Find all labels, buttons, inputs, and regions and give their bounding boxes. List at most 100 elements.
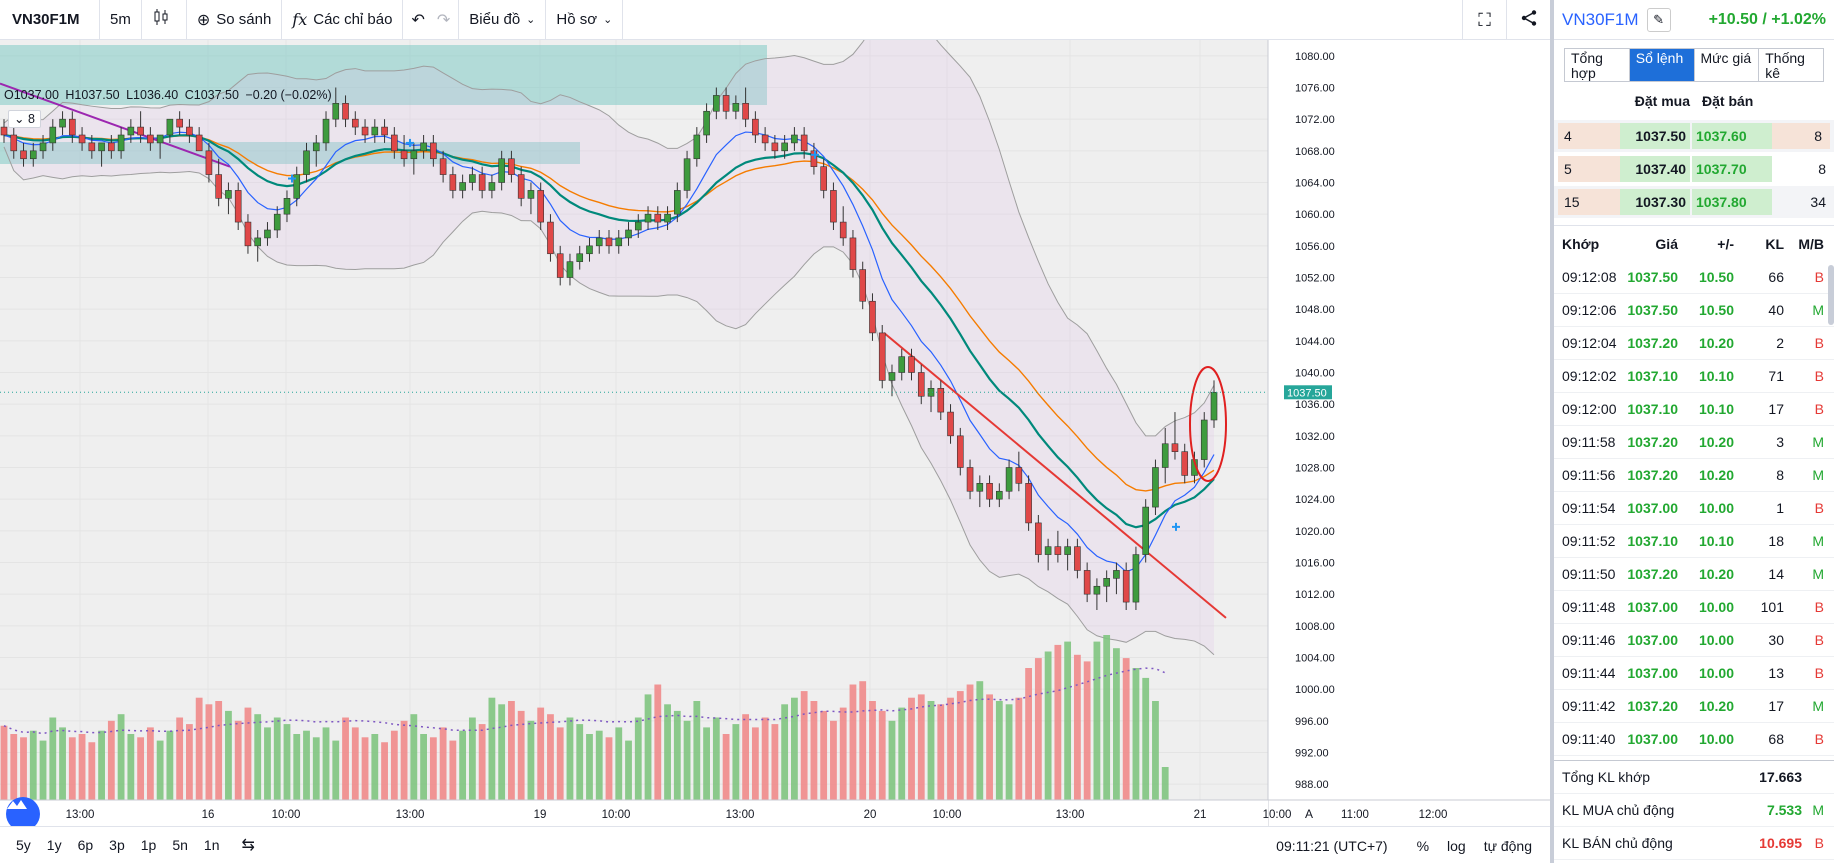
ma-mid-line — [3, 133, 1215, 529]
trade-volume: 17 — [1768, 401, 1784, 417]
symbol-search-button[interactable]: VN30F1M — [0, 0, 100, 40]
range-3p[interactable]: 3p — [109, 837, 125, 853]
volume-bar — [478, 724, 486, 800]
candle — [1025, 475, 1032, 531]
y-tick-label: 1060.00 — [1295, 209, 1335, 221]
volume-bar — [625, 740, 632, 800]
market-panel: VN30F1M ✎ +10.50 / +1.02% Tổng hợp Sổ lện… — [1550, 0, 1834, 863]
share-button[interactable] — [1506, 0, 1550, 40]
range-1y[interactable]: 1y — [46, 837, 62, 853]
orderbook-row: 15 1037.30 1037.80 34 — [1554, 186, 1834, 219]
volume-bar — [586, 734, 593, 800]
range-1n[interactable]: 1n — [203, 837, 220, 853]
candle — [156, 134, 164, 159]
candle — [839, 206, 847, 246]
bid-price[interactable]: 1037.30 — [1620, 189, 1690, 215]
tab-2[interactable]: Mức giá — [1695, 49, 1760, 81]
y-tick-label: 988.00 — [1295, 779, 1329, 791]
auto-scale-toggle[interactable]: tự động — [1483, 837, 1532, 854]
ask-price[interactable]: 1037.60 — [1692, 123, 1772, 149]
ask-price[interactable]: 1037.80 — [1692, 189, 1772, 215]
x-tick-label: 13:00 — [1056, 809, 1085, 821]
chart-canvas[interactable]: 1080.00 1076.00 1072.00 1068.00 1064.00 1060.… — [0, 40, 1550, 826]
trade-change: 10.20 — [1698, 467, 1734, 483]
compare-button[interactable]: ⊕ So sánh — [187, 0, 283, 40]
candle — [908, 348, 915, 381]
trade-price: 1037.50 — [1627, 302, 1678, 318]
indicators-toggle[interactable]: ⌄ 8 — [8, 110, 41, 128]
range-5n[interactable]: 5n — [172, 837, 188, 853]
trade-change: 10.00 — [1698, 665, 1734, 681]
trades-header-side: M/B — [1798, 235, 1824, 252]
candle — [117, 127, 125, 159]
trades-list[interactable]: 09:12:08 1037.50 10.50 66 B 09:12:06 1037.50 10… — [1554, 261, 1834, 756]
volume-bar — [576, 724, 584, 800]
y-tick-label: 1008.00 — [1295, 621, 1335, 633]
candle — [312, 135, 320, 167]
log-scale-toggle[interactable]: log — [1447, 837, 1466, 854]
tab-0[interactable]: Tổng hợp — [1565, 49, 1630, 81]
logo-icon[interactable] — [6, 797, 40, 831]
range-6p[interactable]: 6p — [77, 837, 94, 853]
bid-price[interactable]: 1037.50 — [1620, 123, 1690, 149]
candle — [859, 261, 867, 310]
date-range-icon[interactable]: ⇆ — [241, 837, 255, 854]
x-tick-label: 13:00 — [66, 809, 95, 821]
profile-menu-button[interactable]: Hồ sơ ⌄ — [546, 0, 624, 40]
interval-button[interactable]: 5m — [100, 0, 142, 40]
ask-price[interactable]: 1037.70 — [1692, 156, 1772, 182]
volume-bar — [361, 737, 369, 800]
trade-volume: 1 — [1776, 500, 1784, 516]
fullscreen-button[interactable]: ⛶ — [1462, 0, 1506, 40]
tab-1[interactable]: Sổ lệnh — [1629, 49, 1695, 81]
volume-bar — [420, 734, 427, 800]
trade-row: 09:11:48 1037.00 10.00 101 B — [1554, 591, 1834, 624]
trade-volume: 66 — [1768, 269, 1784, 285]
volume-bar — [986, 694, 993, 800]
panel-symbol[interactable]: VN30F1M — [1562, 9, 1639, 29]
trade-side: B — [1814, 269, 1824, 285]
last-price-label: 1037.50 — [1287, 387, 1327, 399]
volume-bar — [751, 727, 759, 800]
trade-row: 09:12:08 1037.50 10.50 66 B — [1554, 261, 1834, 294]
trade-time: 09:12:08 — [1562, 269, 1617, 285]
candle — [69, 111, 76, 143]
trade-change: 10.20 — [1698, 698, 1734, 714]
y-tick-label: 1048.00 — [1295, 304, 1335, 316]
range-selector: 5y 1y 6p 3p 1p 5n 1n — [0, 837, 227, 853]
chart-menu-button[interactable]: Biểu đồ ⌄ — [459, 0, 547, 40]
profile-menu-label: Hồ sơ — [556, 11, 598, 28]
price-chart[interactable]: 1080.00 1076.00 1072.00 1068.00 1064.00 1060.… — [0, 40, 1550, 831]
bid-price[interactable]: 1037.40 — [1620, 156, 1690, 182]
chart-style-button[interactable] — [142, 0, 187, 40]
indicators-button[interactable]: fx Các chỉ báo — [282, 0, 404, 40]
percent-scale-toggle[interactable]: % — [1416, 837, 1430, 854]
trade-row: 09:11:52 1037.10 10.10 18 M — [1554, 525, 1834, 558]
volume-bar — [898, 707, 906, 800]
redo-icon[interactable]: ↷ — [436, 11, 451, 29]
trades-header-change: +/- — [1717, 235, 1734, 252]
trade-change: 10.50 — [1698, 269, 1734, 285]
trade-row: 09:11:54 1037.00 10.00 1 B — [1554, 492, 1834, 525]
range-5y[interactable]: 5y — [16, 837, 31, 853]
candle — [88, 135, 96, 159]
tab-3[interactable]: Thống kê — [1765, 50, 1805, 81]
supply-zone — [0, 45, 767, 105]
volume-bar — [1044, 651, 1052, 800]
trades-header-price: Giá — [1655, 235, 1678, 252]
y-tick-label: 1068.00 — [1295, 146, 1335, 158]
trades-scrollbar[interactable] — [1828, 265, 1834, 325]
volume-bar — [68, 737, 76, 800]
sell-header: Đặt bán — [1702, 93, 1754, 109]
candle — [98, 142, 105, 167]
volume-bar — [498, 704, 506, 800]
trade-change: 10.00 — [1698, 599, 1734, 615]
volume-bar — [1073, 654, 1081, 800]
volume-bar — [254, 714, 262, 800]
volume-bar — [849, 684, 857, 800]
range-1p[interactable]: 1p — [140, 837, 157, 853]
volume-bar — [439, 727, 447, 800]
undo-icon[interactable]: ↶ — [411, 11, 425, 29]
edit-button[interactable]: ✎ — [1646, 7, 1671, 32]
trade-row: 09:12:04 1037.20 10.20 2 B — [1554, 327, 1834, 360]
